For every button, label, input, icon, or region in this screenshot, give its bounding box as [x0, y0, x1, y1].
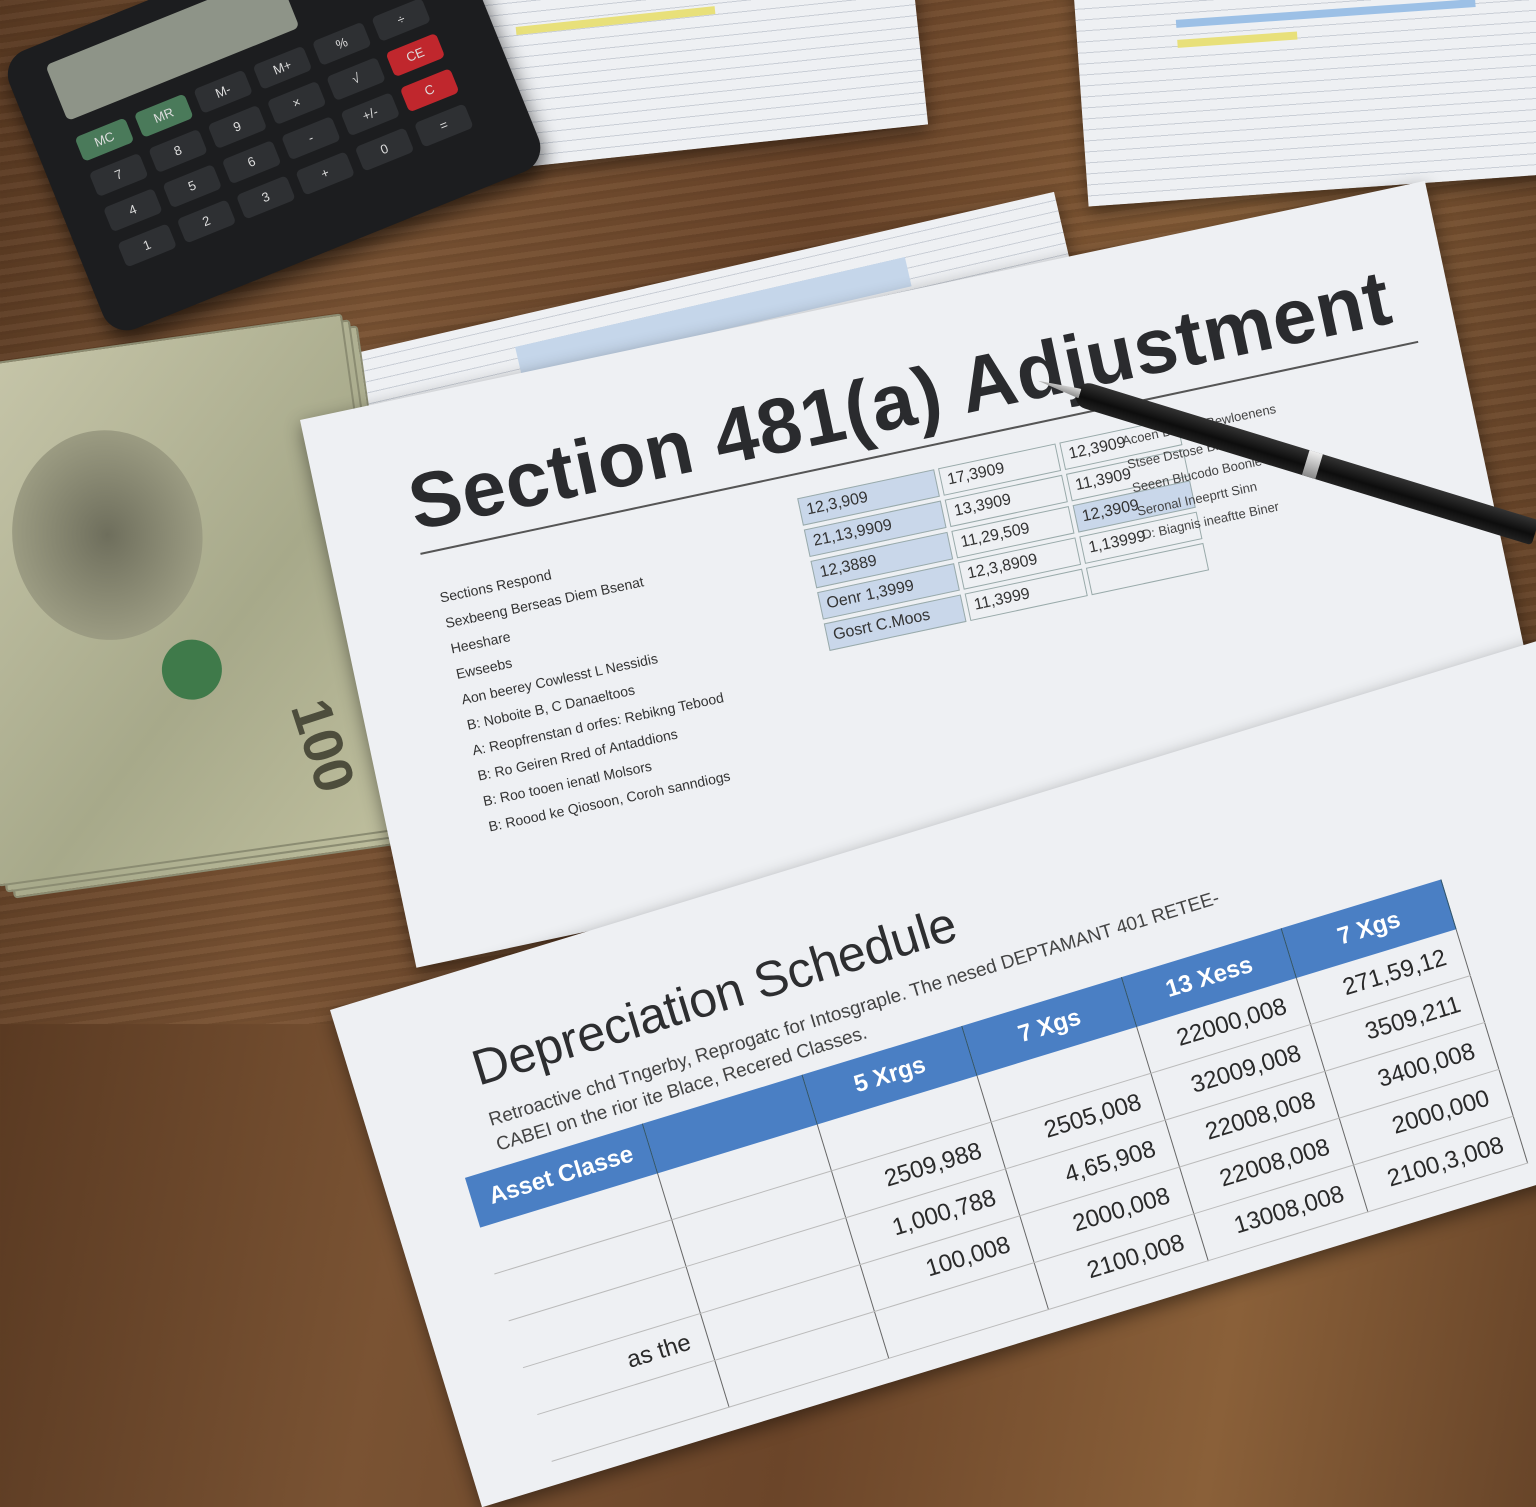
calculator-key: 0 — [354, 127, 415, 172]
calculator-key: 3 — [235, 175, 296, 220]
item-list: Sections Respond Sexbeeng Berseas Diem Bs… — [437, 510, 843, 839]
bill-denomination: 100 — [278, 691, 368, 800]
portrait — [0, 417, 217, 653]
calculator-key: - — [281, 116, 341, 161]
calculator-key: 7 — [88, 152, 149, 198]
calculator-key: √ — [326, 56, 386, 102]
calculator-key: MC — [74, 117, 135, 162]
calculator-key: 4 — [103, 187, 163, 233]
calculator-key: 6 — [221, 140, 282, 185]
calculator-key: 9 — [207, 104, 268, 150]
calculator-key: % — [311, 21, 372, 66]
calculator-key: MR — [133, 93, 194, 138]
calculator-key: +/- — [340, 92, 401, 137]
background-document — [1072, 0, 1536, 207]
calculator-key: = — [413, 103, 474, 148]
calculator-key: C — [399, 68, 460, 113]
calculator-key: M+ — [252, 45, 313, 90]
pen-ring — [1301, 450, 1323, 480]
calculator-key: × — [266, 80, 327, 126]
calculator-key: + — [295, 151, 356, 196]
calculator-key: 1 — [117, 223, 178, 268]
calculator-key: 5 — [162, 163, 223, 209]
calculator-key: CE — [385, 32, 446, 78]
calculator-key: M- — [193, 69, 254, 114]
calculator-key: 8 — [148, 128, 208, 174]
treasury-seal — [158, 635, 226, 704]
calculator-key: 2 — [176, 199, 237, 244]
calculator-key: ÷ — [371, 0, 432, 42]
